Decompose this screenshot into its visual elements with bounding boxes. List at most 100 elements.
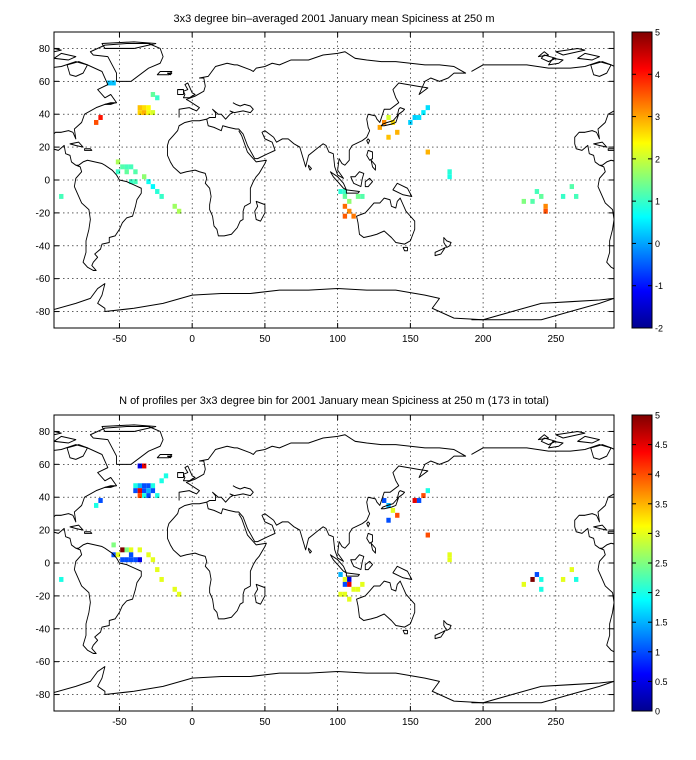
bin-cell [150,483,156,489]
bin-cell [128,547,134,553]
bin-cell [107,80,112,86]
x-tick-label: 100 [329,717,346,728]
bin-cell [386,134,391,140]
colorbar-tick-label: 1 [655,647,660,657]
bin-cell [425,532,430,538]
map-content [54,424,614,704]
x-tick-label: 250 [547,717,564,728]
bin-cell [386,517,391,523]
bin-cell [159,193,164,199]
bin-cell [98,115,103,120]
colorbar-tick-label: 5 [655,411,660,421]
bin-cell [142,174,147,180]
y-tick-label: 40 [39,110,51,121]
x-tick-label: -50 [112,717,127,728]
bin-cell [543,208,548,214]
bin-cell [124,169,129,175]
colorbar-tick-label: 5 [655,28,660,38]
bin-cell [347,576,352,582]
bin-cell [98,498,103,503]
bin-cell [355,193,361,199]
bin-cell [360,193,365,199]
x-tick-label: 250 [547,334,564,345]
bin-cell [539,193,544,199]
bin-cell [377,124,382,130]
bin-cell [150,557,156,563]
bin-cells [59,80,579,219]
y-tick-label: -40 [36,624,51,635]
colorbar-tick-label: 1.5 [655,618,668,628]
bin-cell [137,488,142,494]
bin-cell [534,189,540,194]
bin-cell [569,567,574,573]
bin-cell [390,119,396,125]
y-tick-label: 0 [44,176,50,187]
x-tick-label: 50 [259,334,271,345]
x-tick-label: -50 [112,334,127,345]
bin-cell [342,193,348,199]
y-tick-label: -40 [36,241,51,252]
bin-cell [142,483,147,489]
bin-cell [115,159,121,165]
colorbar-gradient [631,31,653,329]
bin-cell [534,572,540,577]
bin-cell [172,203,177,209]
bin-cell [416,115,422,120]
bin-cell [111,80,116,86]
bin-cell [421,493,426,499]
bin-cell [59,193,64,199]
colorbar-tick-label: 4 [655,70,660,80]
bin-cell [137,547,142,553]
colorbar-tick-label: 2 [655,154,660,164]
x-tick-label: 200 [475,717,492,728]
bin-cell [347,581,352,587]
bin-cell [382,119,387,125]
x-tick-label: 150 [402,334,419,345]
bin-cell [128,179,134,185]
bin-cell [347,208,352,214]
bin-cell [530,198,535,204]
bin-cell [421,110,426,116]
bin-cell [447,174,452,180]
bin-cell [115,169,121,175]
bin-cell [142,463,147,469]
map-content [54,41,614,321]
bin-cell [137,493,142,499]
bin-cell [176,591,182,597]
bin-cell [159,478,164,484]
y-tick-label: 80 [39,427,51,438]
y-tick-label: -60 [36,274,51,285]
y-tick-label: 0 [44,559,50,570]
bin-cell [137,483,142,489]
bin-cell [137,110,142,116]
bin-cell [347,596,352,602]
x-tick-label: 0 [189,717,195,728]
bin-cell [94,119,99,125]
bin-cell [569,184,574,190]
gridlines [54,32,614,328]
bin-cell [150,110,156,116]
bin-cell [146,488,151,494]
bin-cell [560,576,566,582]
bin-cell [133,483,138,489]
colorbar: 0 0.5 1 1.5 2 2.5 3 3.5 4 4.5 5 [631,411,668,717]
spiciness-map-panel: 3x3 degree bin–averaged 2001 January mea… [36,13,663,345]
y-tick-label: 80 [39,44,51,55]
colorbar-tick-label: 4.5 [655,440,668,450]
bin-cell [163,473,169,479]
bin-cell [124,164,129,170]
bin-cell [146,105,151,111]
bin-cell [155,95,160,101]
bin-cell [146,552,151,558]
bin-cell [412,498,417,503]
bin-cell [530,576,535,582]
bin-cell [133,169,138,175]
bin-cell [146,179,151,185]
colorbar-tick-label: 3 [655,112,660,122]
bin-cell [560,193,566,199]
y-tick-label: -20 [36,591,51,602]
panel-title: 3x3 degree bin–averaged 2001 January mea… [173,13,494,25]
y-tick-label: 20 [39,143,51,154]
bin-cell [338,189,343,194]
profile-count-map-panel: N of profiles per 3x3 degree bin for 200… [36,395,668,728]
